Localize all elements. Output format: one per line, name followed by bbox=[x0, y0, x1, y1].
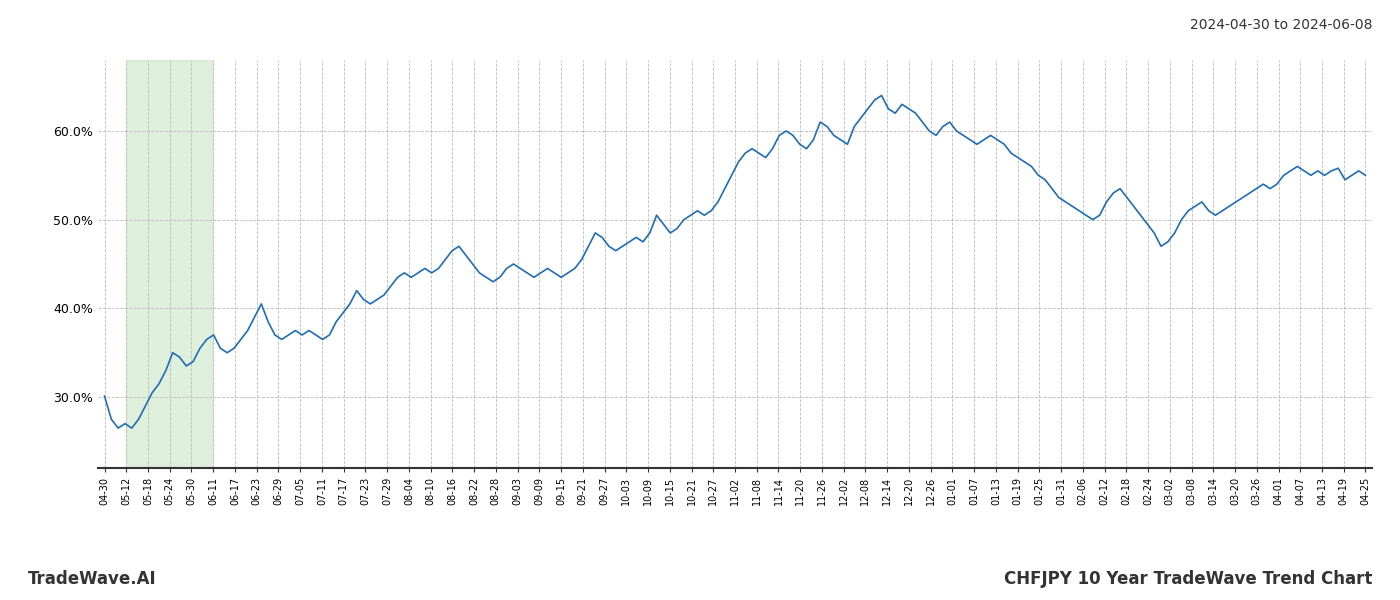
Text: TradeWave.AI: TradeWave.AI bbox=[28, 570, 157, 588]
Text: 2024-04-30 to 2024-06-08: 2024-04-30 to 2024-06-08 bbox=[1190, 18, 1372, 32]
Text: CHFJPY 10 Year TradeWave Trend Chart: CHFJPY 10 Year TradeWave Trend Chart bbox=[1004, 570, 1372, 588]
Bar bbox=[126, 60, 213, 468]
